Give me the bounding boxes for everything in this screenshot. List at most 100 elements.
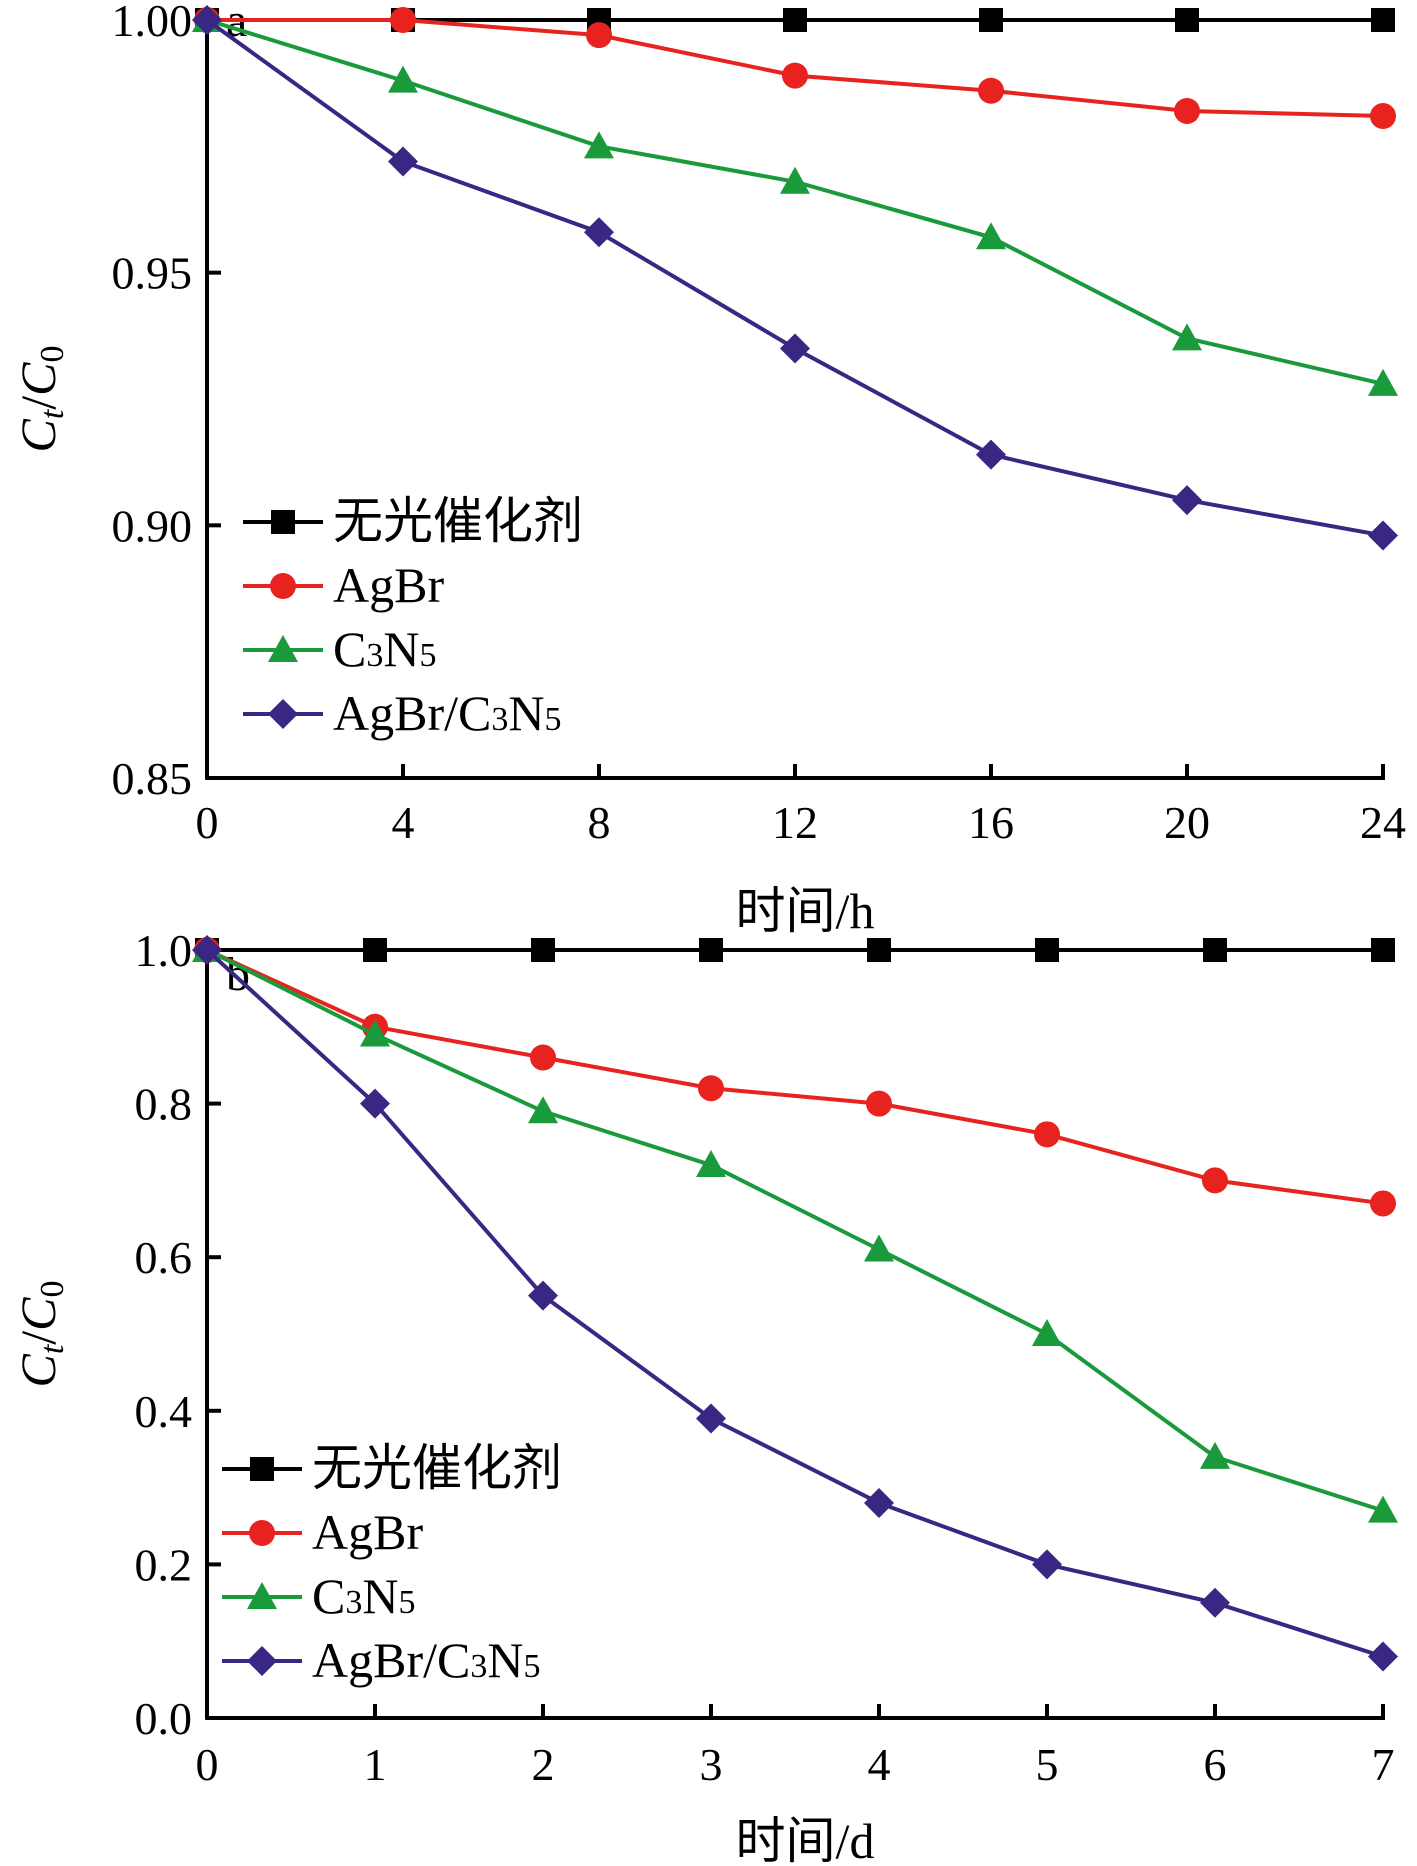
data-point xyxy=(1035,938,1059,962)
y-tick-label: 0.0 xyxy=(135,1693,193,1744)
legend-marker xyxy=(247,1582,277,1609)
x-tick-label: 7 xyxy=(1372,1739,1395,1790)
legend-label: C3N5 xyxy=(333,621,436,677)
data-point xyxy=(1174,97,1200,124)
x-tick-label: 2 xyxy=(532,1739,555,1790)
legend-label: 无光催化剂 xyxy=(312,1440,562,1496)
data-point xyxy=(1368,1495,1398,1523)
y-title-c: C xyxy=(10,1354,66,1388)
legend-label: C3N5 xyxy=(312,1568,415,1624)
legend-subscript: 5 xyxy=(398,1584,415,1621)
data-point xyxy=(1368,1641,1398,1672)
y-title-c2: C xyxy=(10,1297,66,1331)
x-tick-label: 3 xyxy=(700,1739,723,1790)
chart-panel-b: 0.00.20.40.60.81.00 1 2 3 4 5 6 7时间/dCt/C0b无光催化… xyxy=(10,925,1398,1866)
y-title-c2: C xyxy=(10,362,66,396)
data-point xyxy=(584,131,614,159)
data-point xyxy=(531,938,555,962)
legend-text-part: C xyxy=(333,621,366,677)
legend-subscript: 5 xyxy=(419,637,436,674)
legend-subscript: 3 xyxy=(366,637,383,674)
data-point xyxy=(782,62,808,89)
y-tick-label: 0.90 xyxy=(112,500,193,551)
legend-text-part: N xyxy=(508,685,544,741)
data-point xyxy=(979,8,1003,32)
data-point xyxy=(1371,8,1395,32)
data-point xyxy=(584,217,614,248)
y-title-sub: t xyxy=(34,1343,71,1354)
legend-subscript: 3 xyxy=(345,1584,362,1621)
data-point xyxy=(866,1090,892,1117)
x-tick-label: 1 xyxy=(364,1739,387,1790)
legend-marker xyxy=(250,1457,274,1481)
data-point xyxy=(780,333,810,364)
data-point xyxy=(780,166,810,194)
data-point xyxy=(1032,1549,1062,1580)
data-point xyxy=(360,1088,390,1119)
y-title-sub: t xyxy=(34,408,71,419)
x-axis-title: 时间/d xyxy=(736,1813,875,1866)
y-tick-label: 1.00 xyxy=(112,0,193,46)
data-point xyxy=(867,938,891,962)
legend-marker xyxy=(271,510,295,534)
legend-text-part: N xyxy=(487,1632,523,1688)
legend-marker xyxy=(270,573,296,599)
data-point xyxy=(699,938,723,962)
data-point xyxy=(696,1403,726,1434)
x-axis-title: 时间/h xyxy=(736,883,875,939)
series-3 xyxy=(192,5,1398,551)
data-point xyxy=(696,1150,726,1178)
data-point xyxy=(976,222,1006,250)
legend-marker xyxy=(268,699,298,729)
legend-label: AgBr xyxy=(333,557,444,613)
series-line xyxy=(206,948,1384,1513)
y-axis-title: Ct/C0 xyxy=(10,1280,71,1387)
x-tick-label: 4 xyxy=(868,1739,891,1790)
legend-label: AgBr/C3N5 xyxy=(333,685,561,741)
y-title-sep: / xyxy=(10,1331,66,1345)
data-point xyxy=(1203,938,1227,962)
legend-marker xyxy=(247,1646,277,1676)
data-point xyxy=(1172,323,1202,351)
y-axis-title: Ct/C0 xyxy=(10,345,71,452)
legend-label: AgBr/C3N5 xyxy=(312,1632,540,1688)
data-point xyxy=(1368,520,1398,551)
y-title-sub2: 0 xyxy=(34,345,71,362)
data-point xyxy=(528,1280,558,1311)
x-tick-label: 0 xyxy=(196,1739,219,1790)
data-point xyxy=(363,938,387,962)
series-line xyxy=(206,948,1384,1206)
series-line xyxy=(205,18,1384,538)
data-point xyxy=(783,8,807,32)
x-tick-label: 4 xyxy=(392,797,415,848)
data-point xyxy=(698,1075,724,1102)
y-tick-label: 0.6 xyxy=(135,1232,193,1283)
data-point xyxy=(864,1234,894,1262)
data-point xyxy=(528,1096,558,1124)
data-point xyxy=(530,1044,556,1071)
y-tick-label: 1.0 xyxy=(135,925,193,976)
y-title-c: C xyxy=(10,419,66,453)
data-point xyxy=(1034,1121,1060,1148)
series-3 xyxy=(192,935,1398,1672)
data-point xyxy=(1172,485,1202,516)
data-point xyxy=(390,7,416,33)
x-tick-label: 6 xyxy=(1204,1739,1227,1790)
data-point xyxy=(192,935,222,965)
series-1 xyxy=(194,937,1396,1217)
x-tick-label: 12 xyxy=(772,797,818,848)
series-0 xyxy=(195,938,1395,962)
legend-text-part: C xyxy=(312,1568,345,1624)
legend-subscript: 3 xyxy=(491,701,508,738)
y-title-sub2: 0 xyxy=(34,1280,71,1297)
data-point xyxy=(360,1019,390,1047)
data-point xyxy=(1370,1190,1396,1217)
data-point xyxy=(1200,1441,1230,1469)
legend-text-part: AgBr/C xyxy=(333,685,491,741)
x-tick-label: 8 xyxy=(588,797,611,848)
series-line xyxy=(205,948,1384,1659)
data-point xyxy=(978,77,1004,104)
panel-letter: b xyxy=(226,948,250,1001)
